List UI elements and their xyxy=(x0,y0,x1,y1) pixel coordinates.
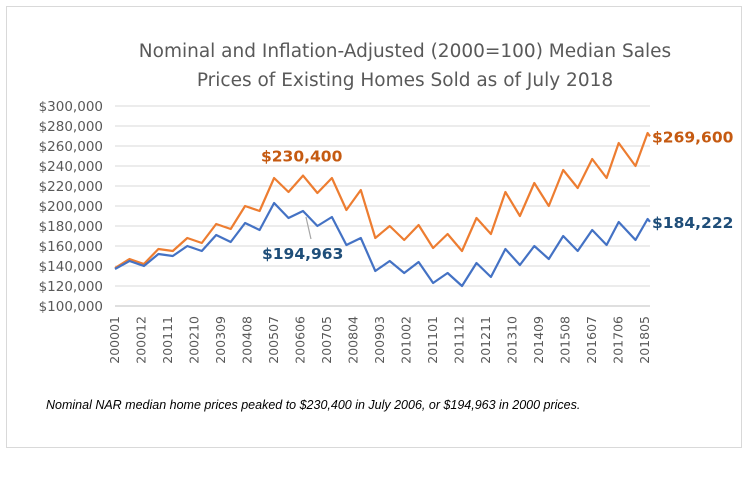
chart-frame xyxy=(6,6,742,448)
x-tick-label: 201101 xyxy=(425,316,440,364)
footnote: Nominal NAR median home prices peaked to… xyxy=(46,398,581,412)
gridlines xyxy=(115,105,650,307)
y-tick-label: $220,000 xyxy=(39,179,103,195)
x-tick-label: 200804 xyxy=(346,316,361,364)
y-tick-label: $240,000 xyxy=(39,159,103,175)
y-tick-label: $180,000 xyxy=(39,219,103,235)
x-tick-label: 200903 xyxy=(372,316,387,364)
nominal-peak-label: $230,400 xyxy=(261,148,343,166)
x-tick-label: 200001 xyxy=(107,316,122,364)
x-tick-label: 201211 xyxy=(478,316,493,364)
x-tick-label: 201409 xyxy=(531,316,546,364)
x-tick-label: 200408 xyxy=(240,316,255,364)
x-tick-label: 201607 xyxy=(584,316,599,364)
x-tick-label: 201112 xyxy=(452,316,467,364)
data-labels: $230,400 $194,963 $269,600 $184,222 xyxy=(261,128,734,263)
adjusted-end-label: $184,222 xyxy=(652,214,733,232)
x-tick-label: 200210 xyxy=(187,316,202,364)
x-tick-label: 201310 xyxy=(505,316,520,364)
x-tick-label: 201805 xyxy=(637,316,652,364)
series-lines xyxy=(114,131,651,288)
x-axis: 200001 200012 200111 200210 200309 200408 2005… xyxy=(107,316,652,364)
x-tick-label: 200012 xyxy=(134,316,149,364)
y-tick-label: $260,000 xyxy=(39,139,103,155)
chart-title: Nominal and Inflation-Adjusted (2000=100… xyxy=(139,41,671,91)
inflation-adjusted-price-line xyxy=(114,201,651,288)
nominal-price-line xyxy=(114,131,651,269)
y-tick-label: $100,000 xyxy=(39,299,103,315)
x-tick-label: 200507 xyxy=(266,316,281,364)
x-tick-label: 201508 xyxy=(558,316,573,364)
x-tick-label: 201706 xyxy=(611,316,626,364)
x-tick-label: 200309 xyxy=(213,316,228,364)
chart-title-line-2: Prices of Existing Homes Sold as of July… xyxy=(197,70,613,91)
x-tick-label: 201002 xyxy=(399,316,414,364)
y-tick-label: $160,000 xyxy=(39,239,103,255)
y-tick-label: $280,000 xyxy=(39,119,103,135)
y-tick-label: $140,000 xyxy=(39,259,103,275)
y-tick-label: $300,000 xyxy=(39,99,103,115)
x-tick-label: 200111 xyxy=(160,316,175,364)
y-tick-label: $120,000 xyxy=(39,279,103,295)
x-tick-label: 200705 xyxy=(319,316,334,364)
y-tick-label: $200,000 xyxy=(39,199,103,215)
y-axis: $100,000 $120,000 $140,000 $160,000 $180,000… xyxy=(39,99,103,315)
leader-line xyxy=(305,216,312,240)
adjusted-peak-label: $194,963 xyxy=(262,245,343,263)
chart-title-line-1: Nominal and Inflation-Adjusted (2000=100… xyxy=(139,41,671,62)
nominal-end-label: $269,600 xyxy=(652,128,734,146)
x-tick-label: 200606 xyxy=(293,316,308,364)
